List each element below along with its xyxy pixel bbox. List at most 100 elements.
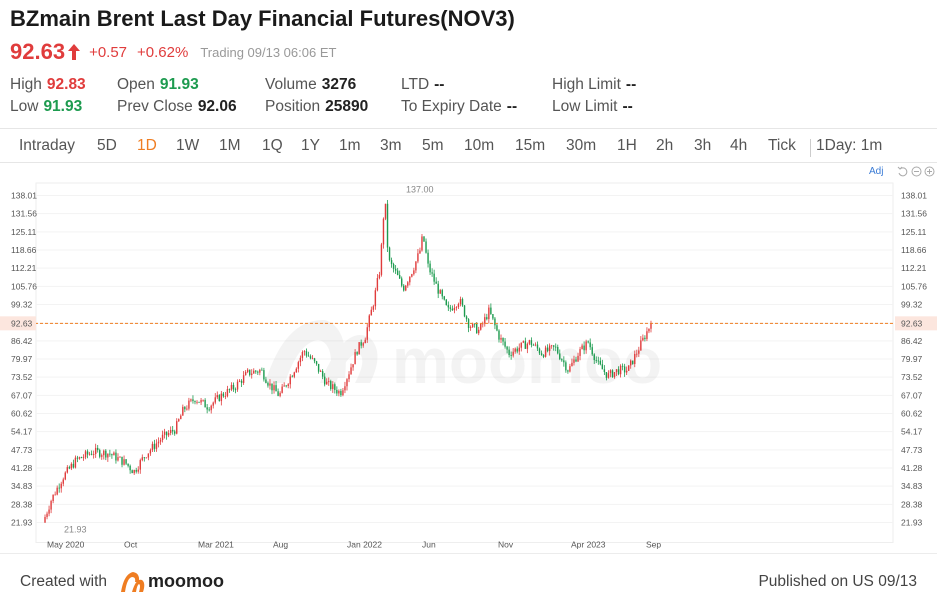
candle-body [299,357,302,363]
undo-icon[interactable] [897,166,908,177]
y-tick-label: 67.07 [11,390,33,400]
candle-body [498,330,500,340]
candle-body [514,348,516,352]
stat-prev-close-value: 92.06 [197,98,237,115]
candle-body [103,450,105,456]
tab-10m[interactable]: 10m [464,137,495,154]
y-tick-label: 41.28 [901,463,923,473]
candle-body [171,429,174,432]
candle-body [336,389,338,394]
tab-30m[interactable]: 30m [566,137,597,154]
interval-selector[interactable]: 1Day: 1m [816,137,883,154]
candle-body [573,359,575,363]
candle-body [530,340,533,345]
candle-body [190,399,192,401]
candle-body [623,366,626,373]
tab-4h[interactable]: 4h [730,137,748,154]
candle-body [62,479,64,484]
adj-toggle[interactable]: Adj [869,166,884,177]
tab-1m[interactable]: 1M [219,137,241,154]
candle-body [289,376,291,385]
stat-high-limit-label: High Limit [552,76,621,93]
tab-tick[interactable]: Tick [768,137,796,154]
candle-body [70,463,73,469]
tab-1w[interactable]: 1W [176,137,200,154]
watermark-text: moomoo [392,325,662,397]
candle-body [88,453,91,455]
stat-high-limit-value: -- [625,76,637,93]
candle-body [230,384,233,390]
tab-1q[interactable]: 1Q [262,137,283,154]
candle-body [196,401,198,403]
stat-high: High 92.83 [10,76,86,94]
stat-low: Low 91.93 [10,98,82,116]
stat-expiry-label: To Expiry Date [401,98,502,115]
candle-body [508,349,510,356]
x-tick-label: Nov [498,540,514,550]
candle-body [255,370,257,372]
candle-body [382,218,385,245]
candle-body [338,390,340,394]
candle-body [194,401,196,403]
tab-15m[interactable]: 15m [515,137,546,154]
tab-5m[interactable]: 5m [422,137,444,154]
candle-body [473,323,476,325]
tab-5d[interactable]: 5D [97,137,117,154]
page-title: BZmain Brent Last Day Financial Futures(… [10,6,515,31]
candle-body [368,315,370,328]
y-tick-label: 41.28 [11,463,33,473]
candle-body [99,450,101,457]
candle-body [321,371,324,377]
price-chart[interactable]: moomoo 138.01 131.56 125.11 118.66 112.21 105… [0,178,937,553]
tab-intraday[interactable]: Intraday [19,137,76,154]
candle-body [275,385,277,392]
candle-body [246,369,249,373]
candle-body [581,345,583,350]
candle-body [326,381,328,385]
candle-body [261,369,263,371]
x-tick-label: Jan 2022 [347,540,382,550]
last-price-tag-bg [0,316,36,331]
candle-body [236,381,239,390]
tab-1d[interactable]: 1D [137,137,157,154]
y-tick-label: 118.66 [901,245,927,255]
candles [44,200,652,524]
y-axis-left: 138.01 131.56 125.11 118.66 112.21 105.76 99.3… [0,191,37,528]
candle-body [400,278,403,286]
candle-body [630,360,632,366]
candle-body [409,276,411,283]
stat-volume: Volume 3276 [265,76,356,94]
candle-body [360,342,362,346]
candle-body [524,341,527,349]
y-tick-label: 47.73 [11,445,33,455]
candle-body [155,443,158,449]
candle-body [405,285,407,291]
tab-1h[interactable]: 1H [617,137,637,154]
tab-1y[interactable]: 1Y [301,137,320,154]
tab-3m[interactable]: 3m [380,137,402,154]
candle-body [611,370,614,378]
candle-body [469,327,472,328]
candle-body [105,450,107,458]
candle-body [413,270,415,275]
candle-body [429,263,431,273]
tab-1m[interactable]: 1m [339,137,361,154]
candle-body [334,384,336,390]
candle-body [317,363,320,372]
tab-3h[interactable]: 3h [694,137,712,154]
candle-body [182,406,184,416]
stat-open: Open 91.93 [117,76,199,94]
plus-circle-icon[interactable] [924,166,935,177]
candle-body [188,400,190,409]
candle-body [178,419,180,422]
candle-body [119,456,121,458]
candle-body [240,380,243,383]
minus-circle-icon[interactable] [911,166,922,177]
candle-body [92,454,95,455]
candle-body [417,253,419,262]
tab-2h[interactable]: 2h [656,137,674,154]
candle-body [439,290,441,294]
candle-body [342,390,344,396]
y-tick-label: 67.07 [901,390,923,400]
candle-body [546,347,549,352]
